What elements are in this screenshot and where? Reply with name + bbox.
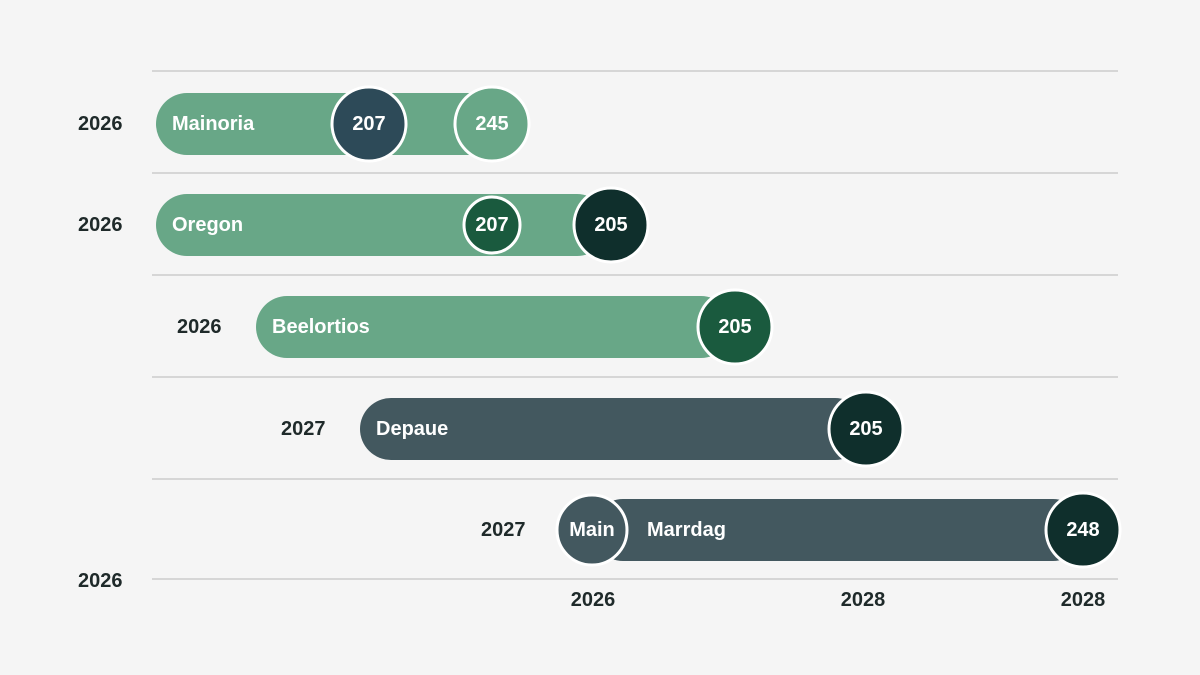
value-marker-label: 245 <box>475 113 508 135</box>
bar-label: Depaue <box>376 418 448 440</box>
x-tick-label: 2028 <box>1061 589 1106 611</box>
bar-row: Depaue 205 <box>360 390 905 468</box>
x-axis-ticks: 2026 2028 2028 <box>571 589 1106 611</box>
row-label: 2027 <box>481 519 526 541</box>
bar-row: Mainoria 207 245 <box>156 85 531 163</box>
value-marker-label: 207 <box>475 214 508 236</box>
value-marker-label: 205 <box>594 214 627 236</box>
value-marker <box>462 195 522 255</box>
bar <box>360 398 866 460</box>
row-label: 2026 <box>78 113 123 135</box>
value-marker-label: 248 <box>1066 519 1099 541</box>
x-tick-label: 2028 <box>841 589 886 611</box>
bar <box>256 296 732 358</box>
row-labels: 2026 2026 2026 2027 2027 2026 <box>78 113 526 592</box>
bar-start-marker-label: Main <box>569 519 615 541</box>
bar-label: Mainoria <box>172 113 255 135</box>
x-tick-label: 2026 <box>571 589 616 611</box>
bar-label: Oregon <box>172 214 243 236</box>
value-marker-label: 205 <box>849 418 882 440</box>
value-marker <box>696 288 774 366</box>
row-label: 2026 <box>78 570 123 592</box>
bar-row: Oregon 207 205 <box>156 186 650 264</box>
row-label: 2027 <box>281 418 326 440</box>
value-marker <box>827 390 905 468</box>
value-marker <box>330 85 408 163</box>
gridlines <box>152 70 1118 580</box>
bar-label: Beelortios <box>272 316 370 338</box>
value-marker <box>453 85 531 163</box>
value-marker <box>572 186 650 264</box>
bar-start-marker <box>555 493 629 567</box>
bar-label: Marrdag <box>647 519 726 541</box>
row-label: 2026 <box>78 214 123 236</box>
value-marker-label: 205 <box>718 316 751 338</box>
value-marker <box>1044 491 1122 569</box>
value-marker-label: 207 <box>352 113 385 135</box>
row-label: 2026 <box>177 316 222 338</box>
bar-row: Main Marrdag 248 <box>555 491 1122 569</box>
bar-row: Beelortios 205 <box>256 288 774 366</box>
bar <box>592 499 1084 561</box>
